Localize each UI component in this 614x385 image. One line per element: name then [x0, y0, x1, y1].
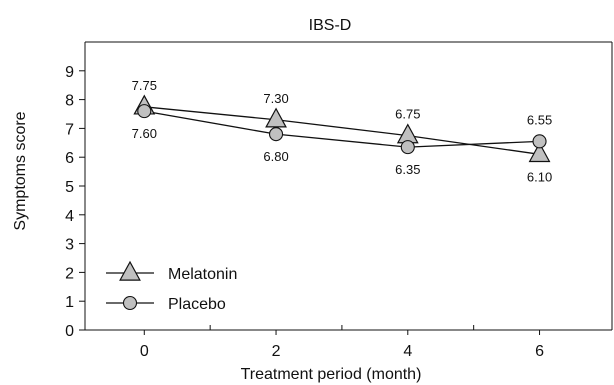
plot-frame — [84, 41, 613, 331]
x-tick-label: 2 — [272, 343, 281, 360]
placebo-legend-marker — [122, 295, 138, 311]
placebo-marker — [532, 134, 547, 149]
y-tick-label: 0 — [65, 323, 74, 340]
melatonin-data-label: 7.75 — [132, 78, 157, 93]
placebo-marker — [137, 104, 152, 119]
placebo-data-label: 6.80 — [263, 149, 288, 164]
y-axis: 0 1 2 3 4 5 6 7 8 9 — [65, 64, 85, 340]
y-tick-label: 3 — [65, 237, 74, 254]
placebo-line — [144, 110, 540, 148]
melatonin-data-label: 7.30 — [263, 91, 288, 106]
y-tick-label: 9 — [65, 64, 74, 81]
y-tick-label: 2 — [65, 265, 74, 282]
placebo-data-label: 6.35 — [395, 162, 420, 177]
series-layer: 7.75 7.30 6.75 6.10 7.60 6.80 6.35 6.55 — [132, 78, 553, 185]
legend: Melatonin Placebo — [106, 260, 237, 313]
melatonin-legend-marker — [119, 260, 141, 281]
y-tick-label: 5 — [65, 179, 74, 196]
y-tick-label: 7 — [65, 121, 74, 138]
chart-title: IBS-D — [309, 17, 352, 34]
y-tick-label: 6 — [65, 150, 74, 167]
x-tick-label: 6 — [535, 343, 544, 360]
x-axis-label: Treatment period (month) — [241, 366, 422, 383]
placebo-marker — [268, 127, 284, 142]
placebo-data-label: 7.60 — [132, 126, 157, 141]
melatonin-marker — [265, 107, 287, 128]
melatonin-marker — [396, 123, 419, 144]
melatonin-data-label: 6.75 — [395, 107, 420, 122]
y-axis-label: Symptoms score — [12, 111, 29, 230]
x-tick-label: 0 — [140, 343, 149, 360]
placebo-data-label: 6.55 — [527, 112, 552, 127]
placebo-marker — [400, 140, 415, 155]
melatonin-legend-label: Melatonin — [168, 266, 237, 283]
y-tick-label: 1 — [65, 294, 74, 311]
y-tick-label: 8 — [65, 93, 74, 110]
x-axis: 0 2 4 6 — [140, 325, 544, 360]
x-tick-label: 4 — [403, 343, 412, 360]
y-tick-label: 4 — [65, 208, 74, 225]
melatonin-line — [144, 106, 540, 155]
melatonin-data-label: 6.10 — [527, 169, 552, 184]
melatonin-marker — [528, 142, 551, 163]
placebo-legend-label: Placebo — [168, 296, 226, 313]
